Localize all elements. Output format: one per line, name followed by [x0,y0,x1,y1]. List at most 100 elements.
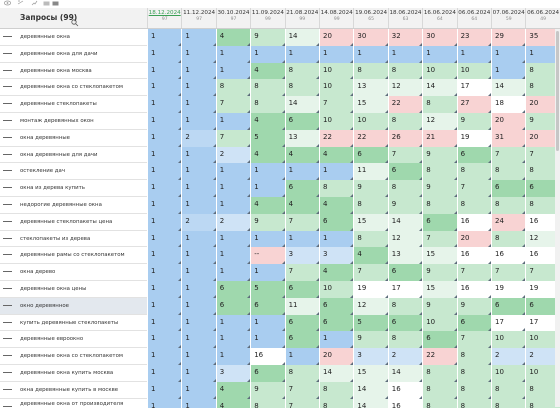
position-cell[interactable]: 1 [319,230,354,248]
position-cell[interactable]: 1 [215,163,251,181]
row-handle-icon[interactable] [3,254,12,256]
position-cell[interactable]: 1 [147,264,182,281]
position-cell[interactable]: 1 [491,62,526,80]
position-cell[interactable]: 1 [181,398,216,408]
position-cell[interactable]: 1 [181,180,216,197]
position-cell[interactable]: 2 [181,129,216,147]
position-cell[interactable]: 22 [353,129,388,147]
position-cell[interactable]: -- [250,247,285,265]
position-cell[interactable]: 2 [215,146,251,164]
table-row[interactable]: деревянные окна москва 1 1 1 4 8 10 8 8 10 10 1 8 [0,62,560,80]
position-cell[interactable]: 6 [284,281,319,298]
table-row[interactable]: окна деревянные купить в москве 1 1 4 9 7 8 14 1… [0,381,560,399]
position-cell[interactable]: 9 [353,180,388,197]
position-cell[interactable]: 1 [147,230,182,248]
position-cell[interactable]: 1 [215,230,251,248]
position-cell[interactable]: 20 [319,29,354,46]
position-cell[interactable]: 1 [250,230,285,248]
table-row[interactable]: деревянные окна цены 1 1 6 5 6 10 19 17 15 16 19 19 [0,281,560,298]
position-cell[interactable]: 8 [491,381,526,399]
position-cell[interactable]: 8 [353,197,388,214]
position-cell[interactable]: 1 [284,348,319,365]
position-cell[interactable]: 3 [284,247,319,265]
position-cell[interactable]: 9 [250,213,285,231]
position-cell[interactable]: 1 [147,381,182,399]
position-cell[interactable]: 3 [353,348,388,365]
row-handle-icon[interactable] [3,136,12,138]
position-cell[interactable]: 4 [215,398,251,408]
position-cell[interactable]: 15 [422,247,457,265]
table-row[interactable]: окна дерево 1 1 1 1 7 4 7 6 9 7 7 7 [0,264,560,281]
position-cell[interactable]: 8 [456,197,491,214]
row-handle-icon[interactable] [3,237,12,239]
position-cell[interactable]: 1 [319,331,354,349]
row-handle-icon[interactable] [3,120,12,121]
row-handle-icon[interactable] [3,86,12,88]
position-cell[interactable]: 14 [353,381,388,399]
position-cell[interactable]: 8 [491,398,526,408]
position-cell[interactable]: 1 [147,281,182,298]
position-cell[interactable]: 14 [284,29,319,46]
date-column-header[interactable]: 11.12.2024 97 [181,8,215,28]
table-row[interactable]: деревянные окна 1 1 4 9 14 20 30 32 30 23 29 35 [0,29,560,46]
position-cell[interactable]: 8 [319,180,354,197]
position-cell[interactable]: 27 [456,96,491,113]
position-cell[interactable]: 1 [147,365,182,382]
position-cell[interactable]: 8 [422,197,457,214]
position-cell[interactable]: 6 [319,297,354,315]
position-cell[interactable]: 4 [319,264,354,281]
position-cell[interactable]: 1 [147,180,182,197]
position-cell[interactable]: 4 [250,62,285,80]
position-cell[interactable]: 1 [250,331,285,349]
position-cell[interactable]: 4 [250,197,285,214]
table-row[interactable]: деревянные окна со стеклопакетом 1 1 1 16 1 20… [0,348,560,365]
position-cell[interactable]: 1 [147,398,182,408]
row-handle-icon[interactable] [3,103,12,105]
position-cell[interactable]: 1 [181,314,216,332]
date-column-header[interactable]: 19.06.2024 65 [353,8,387,28]
row-handle-icon[interactable] [3,187,12,189]
row-handle-icon[interactable] [3,288,12,289]
position-cell[interactable]: 1 [250,180,285,197]
position-cell[interactable]: 6 [456,314,491,332]
position-cell[interactable]: 30 [353,29,388,46]
position-cell[interactable]: 4 [353,247,388,265]
position-cell[interactable]: 31 [491,129,526,147]
position-cell[interactable]: 1 [181,264,216,281]
position-cell[interactable]: 26 [387,129,423,147]
position-cell[interactable]: 5 [353,314,388,332]
position-cell[interactable]: 7 [284,381,319,399]
position-cell[interactable]: 9 [422,146,457,164]
position-cell[interactable]: 30 [422,29,457,46]
position-cell[interactable]: 7 [387,146,423,164]
folder-icon[interactable] [52,0,59,6]
row-handle-icon[interactable] [3,52,12,54]
position-cell[interactable]: 8 [215,79,251,97]
position-cell[interactable]: 9 [387,197,423,214]
search-icon[interactable] [71,12,79,27]
position-cell[interactable]: 6 [422,213,457,231]
position-cell[interactable]: 4 [215,29,251,46]
position-cell[interactable]: 13 [353,79,388,97]
position-cell[interactable]: 21 [422,129,457,147]
row-handle-icon[interactable] [3,321,12,323]
table-row[interactable]: деревянные окна для дачи 1 1 1 1 1 1 1 1 1 1 1 1 [0,45,560,63]
row-handle-icon[interactable] [3,170,12,172]
position-cell[interactable]: 22 [387,96,423,113]
position-cell[interactable]: 10 [491,331,526,349]
eye-icon[interactable] [4,0,11,6]
row-handle-icon[interactable] [3,69,12,71]
position-cell[interactable]: 11 [284,297,319,315]
date-column-header[interactable]: 06.06.2024 64 [456,8,491,28]
table-row[interactable]: стеклопакеты из дерева 1 1 1 1 1 1 8 12 7 20 8 12 [0,230,560,248]
position-cell[interactable]: 16 [491,247,526,265]
position-cell[interactable]: 7 [456,180,491,197]
position-cell[interactable]: 1 [181,348,216,365]
position-cell[interactable]: 1 [147,79,182,97]
position-cell[interactable]: 9 [250,29,285,46]
position-cell[interactable]: 17 [456,79,491,97]
position-cell[interactable]: 8 [491,230,526,248]
position-cell[interactable]: 8 [387,180,423,197]
position-cell[interactable]: 12 [422,113,457,130]
position-cell[interactable]: 19 [353,281,388,298]
